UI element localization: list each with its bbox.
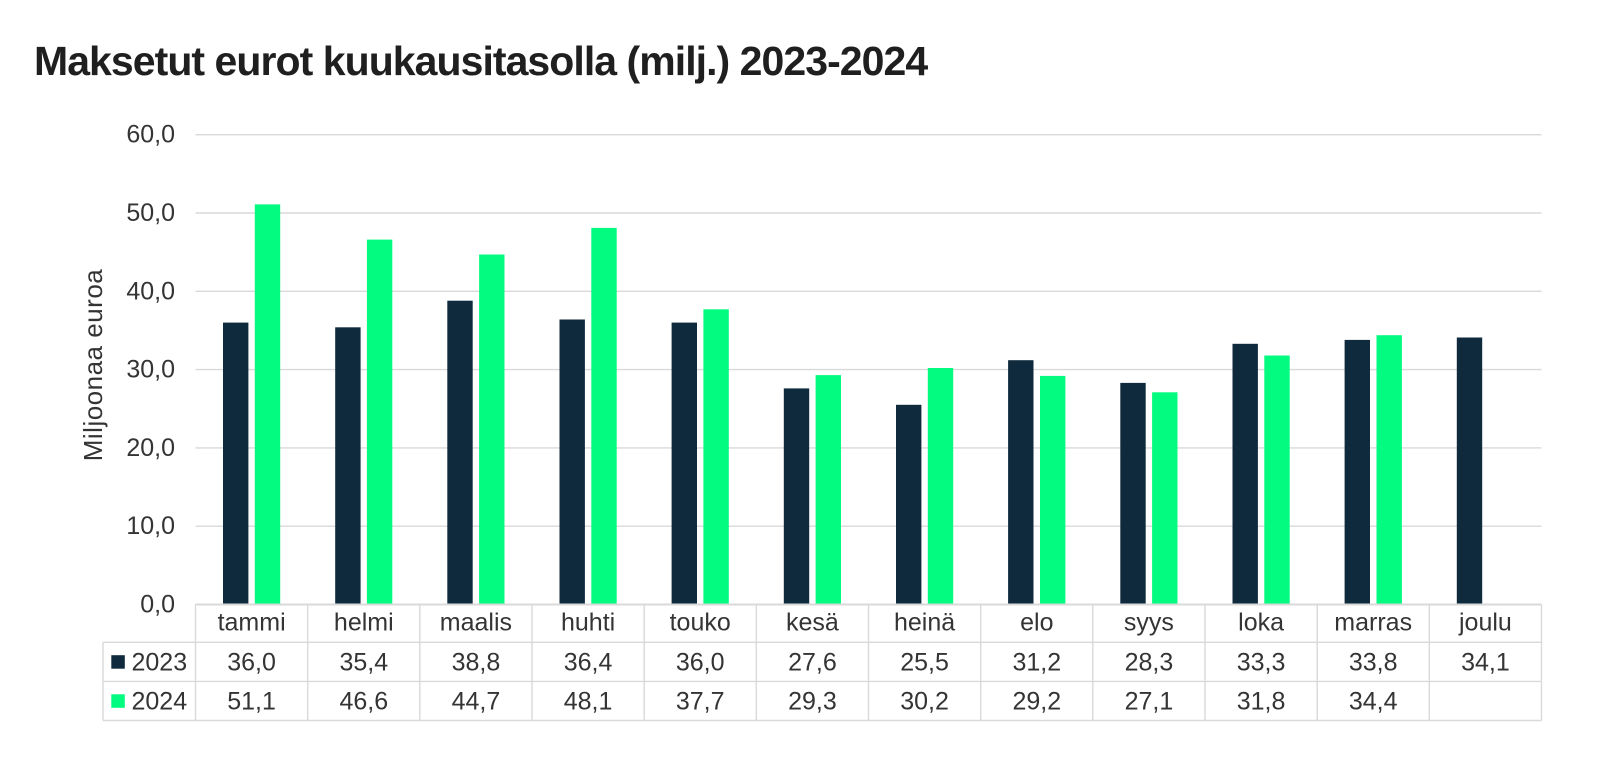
svg-text:31,8: 31,8 <box>1237 687 1286 715</box>
svg-text:40,0: 40,0 <box>126 277 175 305</box>
svg-text:loka: loka <box>1238 609 1284 637</box>
svg-text:2024: 2024 <box>132 687 188 715</box>
svg-text:36,4: 36,4 <box>564 648 613 676</box>
svg-text:25,5: 25,5 <box>900 648 949 676</box>
svg-text:maalis: maalis <box>440 609 512 637</box>
svg-text:10,0: 10,0 <box>126 512 175 540</box>
svg-text:51,1: 51,1 <box>227 687 276 715</box>
svg-text:60,0: 60,0 <box>126 121 175 149</box>
svg-text:48,1: 48,1 <box>564 687 613 715</box>
svg-text:29,2: 29,2 <box>1012 687 1061 715</box>
svg-text:46,6: 46,6 <box>339 687 388 715</box>
svg-text:31,2: 31,2 <box>1012 648 1061 676</box>
svg-text:elo: elo <box>1020 609 1053 637</box>
svg-text:35,4: 35,4 <box>339 648 388 676</box>
svg-text:44,7: 44,7 <box>452 687 501 715</box>
svg-text:30,0: 30,0 <box>126 356 175 384</box>
svg-text:37,7: 37,7 <box>676 687 725 715</box>
svg-text:30,2: 30,2 <box>900 687 949 715</box>
svg-text:tammi: tammi <box>218 609 286 637</box>
svg-text:huhti: huhti <box>561 609 615 637</box>
svg-text:34,1: 34,1 <box>1461 648 1510 676</box>
svg-text:29,3: 29,3 <box>788 687 837 715</box>
svg-text:38,8: 38,8 <box>452 648 501 676</box>
svg-text:joulu: joulu <box>1458 609 1512 637</box>
svg-text:touko: touko <box>670 609 731 637</box>
svg-text:27,6: 27,6 <box>788 648 837 676</box>
svg-text:20,0: 20,0 <box>126 434 175 462</box>
svg-text:33,8: 33,8 <box>1349 648 1398 676</box>
svg-text:heinä: heinä <box>894 609 955 637</box>
svg-text:syys: syys <box>1124 609 1174 637</box>
svg-text:36,0: 36,0 <box>227 648 276 676</box>
svg-text:helmi: helmi <box>334 609 394 637</box>
svg-text:2023: 2023 <box>132 648 188 676</box>
svg-text:50,0: 50,0 <box>126 199 175 227</box>
svg-text:27,1: 27,1 <box>1125 687 1174 715</box>
svg-text:0,0: 0,0 <box>140 591 175 619</box>
svg-text:33,3: 33,3 <box>1237 648 1286 676</box>
svg-text:marras: marras <box>1334 609 1412 637</box>
svg-text:34,4: 34,4 <box>1349 687 1398 715</box>
svg-text:28,3: 28,3 <box>1125 648 1174 676</box>
svg-text:Miljoonaa euroa: Miljoonaa euroa <box>78 269 108 462</box>
svg-text:kesä: kesä <box>786 609 839 637</box>
svg-text:36,0: 36,0 <box>676 648 725 676</box>
